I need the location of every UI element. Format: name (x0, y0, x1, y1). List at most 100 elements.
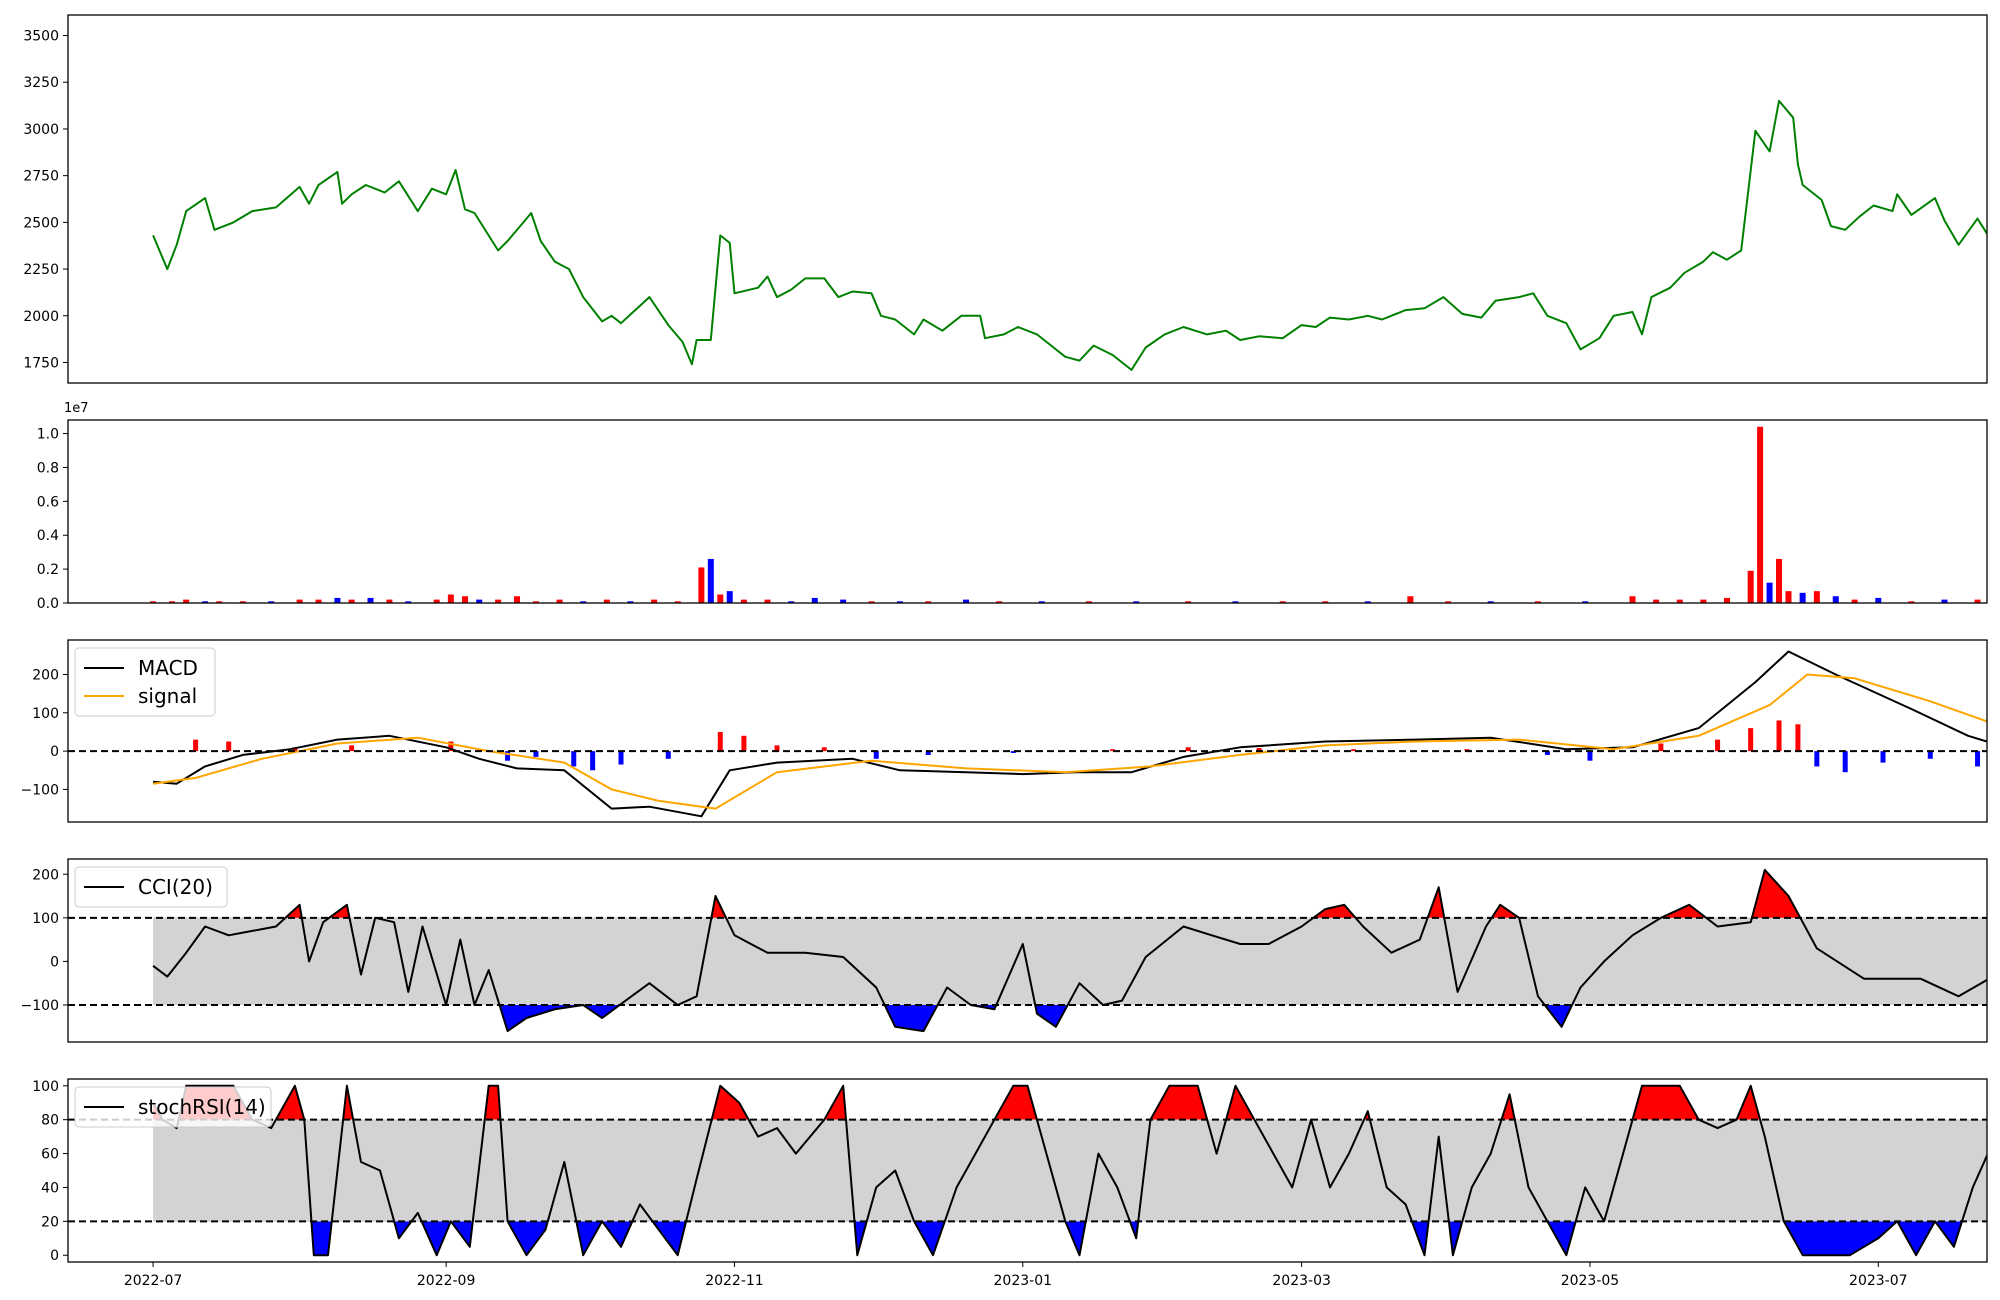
y-tick-label: 0.2 (37, 562, 59, 578)
volume-bar (996, 601, 1003, 603)
histogram-bar (505, 751, 511, 761)
volume-bar (1185, 601, 1192, 603)
neutral-band (153, 1119, 1987, 1222)
x-tick-label: 2022-11 (705, 1273, 764, 1289)
volume-bar (1133, 601, 1140, 603)
volume-bar (1941, 599, 1948, 603)
volume-bar (1766, 582, 1773, 603)
volume-bar (476, 599, 483, 603)
legend-label: stochRSI(14) (138, 1095, 266, 1119)
axis-offset-label: 1e7 (64, 401, 89, 416)
volume-bar (202, 601, 209, 603)
volume-bar (405, 601, 412, 603)
volume-bar (868, 601, 875, 603)
volume-bar (1038, 601, 1045, 603)
plot-area-cci (152, 868, 1987, 1033)
neutral-band (153, 917, 1987, 1005)
y-tick-label: 0.0 (37, 596, 59, 612)
y-tick-label: 200 (32, 667, 59, 683)
volume-bar (1776, 558, 1783, 603)
histogram-bar (349, 745, 355, 752)
histogram-bar (1351, 749, 1357, 752)
y-tick-label: 100 (32, 706, 59, 722)
x-tick-label: 2023-07 (1849, 1273, 1908, 1289)
volume-bar (1785, 591, 1792, 603)
y-tick-label: 40 (41, 1180, 59, 1196)
volume-bar (1851, 599, 1858, 603)
volume-bar (168, 601, 175, 603)
volume-bar (1974, 599, 1981, 603)
y-tick-label: 2250 (23, 262, 59, 278)
volume-bar (334, 597, 341, 603)
legend-label: CCI(20) (138, 875, 213, 899)
volume-bar (216, 601, 223, 603)
volume-bar (627, 601, 634, 603)
volume-bar (1407, 596, 1414, 603)
axes-frame (67, 858, 1988, 1043)
axes-frame (67, 1078, 1988, 1263)
legend-label: MACD (138, 656, 198, 680)
volume-bar (532, 601, 539, 603)
volume-bar (726, 591, 733, 603)
legend-label: signal (138, 684, 197, 708)
legend: MACD signal (74, 647, 216, 717)
y-tick-label: 1.0 (37, 427, 59, 443)
volume-bar (315, 599, 322, 603)
volume-bar (495, 599, 502, 603)
y-tick-label: 200 (32, 867, 59, 883)
histogram-bar (1587, 751, 1593, 761)
plot-area-stochrsi (152, 1084, 1987, 1257)
histogram-bar (193, 739, 199, 752)
volume-bar (367, 597, 374, 603)
volume-bar (1724, 597, 1731, 603)
volume-bar (386, 599, 393, 603)
histogram-bar (821, 747, 827, 752)
volume-bar (239, 601, 246, 603)
volume-bar (1445, 601, 1452, 603)
histogram-bar (774, 745, 780, 752)
volume-bar (1813, 591, 1820, 603)
volume-bar (717, 594, 724, 603)
volume-bar (1364, 601, 1371, 603)
volume-bar (1908, 601, 1915, 603)
histogram-bar (1748, 728, 1754, 752)
macd-line (153, 650, 1987, 818)
volume-bar (433, 599, 440, 603)
y-tick-label: −100 (21, 782, 59, 798)
plot-area-price (152, 99, 1987, 371)
histogram-bar (1842, 751, 1848, 773)
legend-box (74, 1086, 272, 1128)
volume-bar (556, 599, 563, 603)
volume-bar (603, 599, 610, 603)
y-tick-label: 0 (50, 744, 59, 760)
volume-bar (896, 601, 903, 603)
volume-bar (514, 596, 521, 603)
volume-bar (1747, 570, 1754, 603)
volume-bar (447, 594, 454, 603)
y-tick-label: 0.4 (37, 528, 59, 544)
panel-macd: −100 0 100 200 MACD signal (21, 639, 1988, 823)
y-tick-label: 3250 (23, 75, 59, 91)
histogram-bar (717, 731, 723, 752)
volume-bar (925, 601, 932, 603)
volume-bar (1799, 592, 1806, 603)
legend-box (74, 647, 216, 717)
volume-bar (698, 567, 705, 603)
y-tick-label: 100 (32, 1079, 59, 1095)
y-tick-label: 2000 (23, 309, 59, 325)
histogram-bar (1185, 747, 1191, 752)
histogram-bar (925, 751, 931, 755)
axes-frame (67, 419, 1988, 604)
volume-bar (580, 601, 587, 603)
histogram-bar (1715, 739, 1721, 752)
volume-bar (740, 599, 747, 603)
axes-frame (67, 639, 1988, 823)
volume-bar (1322, 601, 1329, 603)
histogram-bar (665, 751, 671, 759)
histogram-bar (226, 741, 232, 752)
cci-20--line (152, 868, 1987, 1033)
histogram-bar (1795, 724, 1801, 752)
volume-bar (764, 599, 771, 603)
histogram-bar (1658, 743, 1664, 752)
volume-bar (840, 599, 847, 603)
